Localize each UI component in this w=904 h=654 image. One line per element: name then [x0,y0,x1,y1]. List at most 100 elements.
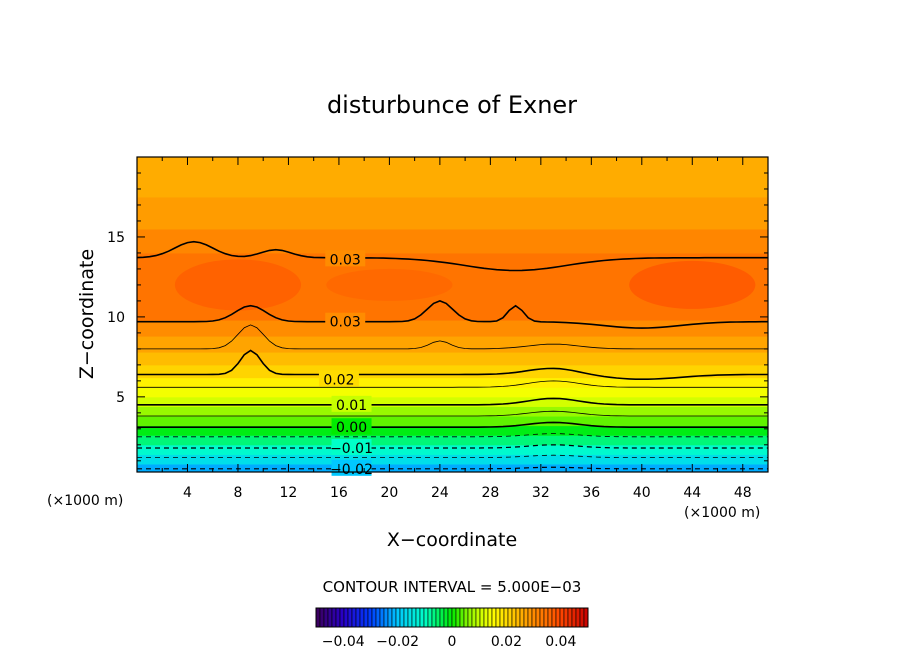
colorbar-cell [471,607,477,628]
colorbar-cell [563,607,569,628]
contour-label: 0.03 [330,315,361,331]
colorbar-cell [455,607,461,628]
colorbar-cell [343,607,349,628]
y-tick-label: 15 [107,230,125,246]
contour-label: −0.02 [330,462,373,478]
colorbar-cell [447,607,453,628]
colorbar-cell [495,607,501,628]
x-unit-label: (×1000 m) [47,493,123,509]
y-tick-label: 10 [107,310,125,326]
field-band [137,454,768,465]
contour-line [137,410,768,417]
colorbar-cell [383,607,389,628]
colorbar-cell [507,607,513,628]
colorbar-cell [327,607,333,628]
contour-line [137,454,768,458]
colorbar [315,607,589,628]
plot-frame [136,156,769,473]
x-tick-label: 40 [633,485,651,501]
colorbar-cell [547,607,553,628]
x-tick-label: 24 [431,485,449,501]
contour-label-bg [331,418,372,435]
colorbar-cell [579,607,585,628]
colorbar-cell [435,607,441,628]
field-band [137,425,768,436]
contour-label-bg [325,312,366,329]
field-band [137,157,768,198]
x-tick-label: 32 [532,485,550,501]
contour-label: −0.01 [330,441,373,457]
colorbar-cell [543,607,549,628]
x-tick-label: 20 [380,485,398,501]
y-axis-label: Z−coordinate [76,249,98,379]
x-tick-label: 36 [582,485,600,501]
colorbar-tick-label: 0 [448,634,457,650]
colorbar-cell [403,607,409,628]
field-band [137,364,768,379]
colorbar-cell [351,607,357,628]
contour-interval-label: CONTOUR INTERVAL = 5.000E−03 [323,578,582,596]
field-band [137,396,768,407]
colorbar-cell [535,607,541,628]
contour-line [137,421,768,428]
colorbar-cell [467,607,473,628]
field-maximum [326,268,453,301]
field-band [137,196,768,230]
colorbar-cell [443,607,449,628]
colorbar-cell [411,607,417,628]
contour-line [137,466,768,470]
colorbar-cell [451,607,457,628]
colorbar-cell [583,607,589,628]
colorbar-cell [347,607,353,628]
chart-title: disturbunce of Exner [327,91,577,119]
colorbar-cell [571,607,577,628]
contour-line [137,397,768,406]
x-tick-label: 12 [280,485,298,501]
contour-label-bg [331,439,372,456]
colorbar-cell [331,607,337,628]
field-maximum [629,260,756,309]
colorbar-cell [567,607,573,628]
contour-label: 0.03 [330,252,361,268]
contour-line [136,240,768,272]
colorbar-cell [519,607,525,628]
colorbar-cell [491,607,497,628]
field-band [137,406,768,417]
contour-label-bg [325,250,366,267]
colorbar-cell [319,607,325,628]
colorbar-cell [511,607,517,628]
colorbar-cell [339,607,345,628]
colorbar-cell [387,607,393,628]
colorbar-cell [367,607,373,628]
x-tick-label: 16 [330,485,348,501]
colorbar-cell [527,607,533,628]
colorbar-cell [359,607,365,628]
field-band [137,228,768,254]
colorbar-cell [415,607,421,628]
colorbar-frame [315,607,589,628]
contour-line [137,300,768,329]
x-tick-label: 4 [183,485,192,501]
colorbar-cell [487,607,493,628]
colorbar-cell [315,607,321,628]
colorbar-cell [483,607,489,628]
contour-line [137,324,768,350]
colorbar-cell [427,607,433,628]
colorbar-cell [355,607,361,628]
colorbar-cell [419,607,425,628]
colorbar-tick-label: 0.02 [491,634,522,650]
field-band [137,320,768,337]
colorbar-cell [539,607,545,628]
colorbar-cell [499,607,505,628]
field-band [137,416,768,427]
colorbar-cell [523,607,529,628]
colorbar-cell [575,607,581,628]
colorbar-cell [423,607,429,628]
contour-label-bg [331,395,372,412]
colorbar-tick-label: 0.04 [545,634,576,650]
y-unit-label: (×1000 m) [684,505,760,521]
field-band [137,444,768,455]
contour-lines [136,240,768,470]
